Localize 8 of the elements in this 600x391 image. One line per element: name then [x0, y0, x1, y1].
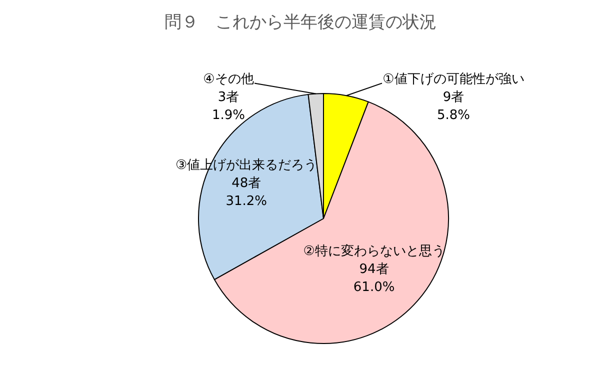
data-label: 48者 31.2%	[226, 176, 268, 209]
slice-label: ②特に変わらないと思う	[303, 242, 445, 259]
data-label: 3者 1.9%	[212, 90, 246, 123]
slice-label: ④その他	[203, 72, 254, 87]
chart-title: 問９ これから半年後の運賃の状況	[164, 12, 436, 32]
data-label: 94者 61.0%	[353, 262, 395, 295]
data-label: 9者 5.8%	[436, 90, 470, 123]
slice-label: ①値下げの可能性が強い	[382, 72, 524, 87]
